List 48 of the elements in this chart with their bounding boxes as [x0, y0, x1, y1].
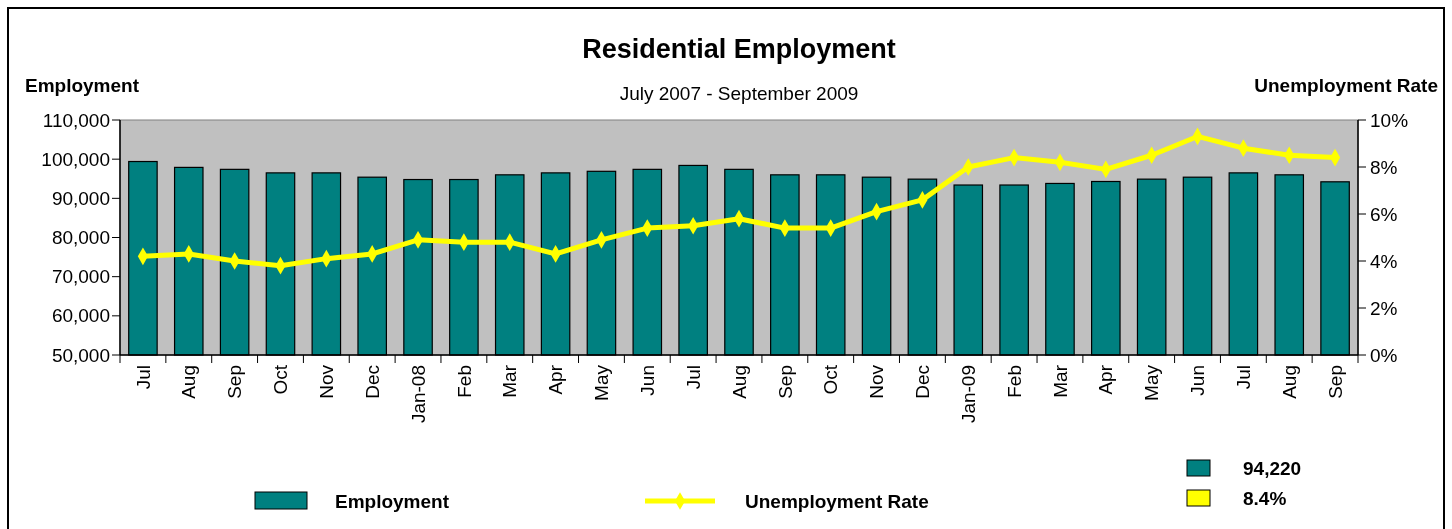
- legend-label: Employment: [335, 491, 450, 512]
- x-tick-label: Nov: [315, 364, 337, 399]
- x-tick-label: Jun: [1187, 365, 1209, 396]
- x-tick-label: Aug: [1278, 365, 1300, 399]
- y2-axis-title: Unemployment Rate: [1254, 75, 1438, 96]
- y2-tick-label: 2%: [1370, 297, 1398, 319]
- x-tick-label: Mar: [1049, 364, 1071, 398]
- x-tick-label: Oct: [820, 364, 842, 395]
- x-tick-label: Nov: [866, 364, 888, 399]
- x-tick-label: Sep: [774, 365, 796, 399]
- y2-tick-label: 0%: [1370, 344, 1398, 366]
- x-tick-label: Jul: [132, 365, 154, 390]
- x-tick-label: Jun: [636, 365, 658, 396]
- x-tick-label: Jul: [682, 365, 704, 390]
- text: 8.4%: [1243, 488, 1287, 509]
- x-tick-label: Apr: [545, 364, 567, 395]
- y2-tick-label: 10%: [1370, 109, 1409, 131]
- y-tick-label: 80,000: [51, 227, 110, 249]
- y-tick-label: 50,000: [51, 344, 110, 366]
- y-tick-label: 60,000: [51, 305, 110, 327]
- x-tick-label: Apr: [1095, 364, 1117, 395]
- x-tick-label: May: [1141, 364, 1163, 401]
- x-tick-label: Jan-09: [957, 365, 979, 424]
- x-tick-label: Jan-08: [407, 365, 429, 424]
- y2-tick-label: 6%: [1370, 203, 1398, 225]
- y-axis-title: Employment: [25, 75, 140, 96]
- x-tick-label: Oct: [270, 364, 292, 395]
- chart-title: Residential Employment: [582, 34, 896, 64]
- y-tick-label: 70,000: [51, 266, 110, 288]
- x-tick-label: Feb: [1003, 365, 1025, 398]
- x-tick-label: Jul: [1233, 365, 1255, 390]
- x-tick-label: Sep: [1324, 365, 1346, 399]
- y2-tick-label: 4%: [1370, 250, 1398, 272]
- x-tick-label: Dec: [361, 365, 383, 399]
- x-tick-label: Dec: [912, 365, 934, 399]
- chart-subtitle: July 2007 - September 2009: [619, 83, 859, 104]
- x-tick-label: Feb: [453, 365, 475, 398]
- x-tick-label: Mar: [499, 364, 521, 398]
- y-tick-label: 110,000: [42, 109, 110, 131]
- y-tick-label: 100,000: [41, 148, 110, 170]
- y2-tick-label: 8%: [1370, 156, 1398, 178]
- legend-label: Unemployment Rate: [745, 491, 929, 512]
- x-tick-label: Aug: [178, 365, 200, 399]
- y-tick-label: 90,000: [51, 187, 110, 209]
- text: 94,220: [1243, 458, 1302, 479]
- x-tick-label: Sep: [224, 365, 246, 399]
- x-tick-label: May: [591, 364, 613, 401]
- x-tick-label: Aug: [728, 365, 750, 399]
